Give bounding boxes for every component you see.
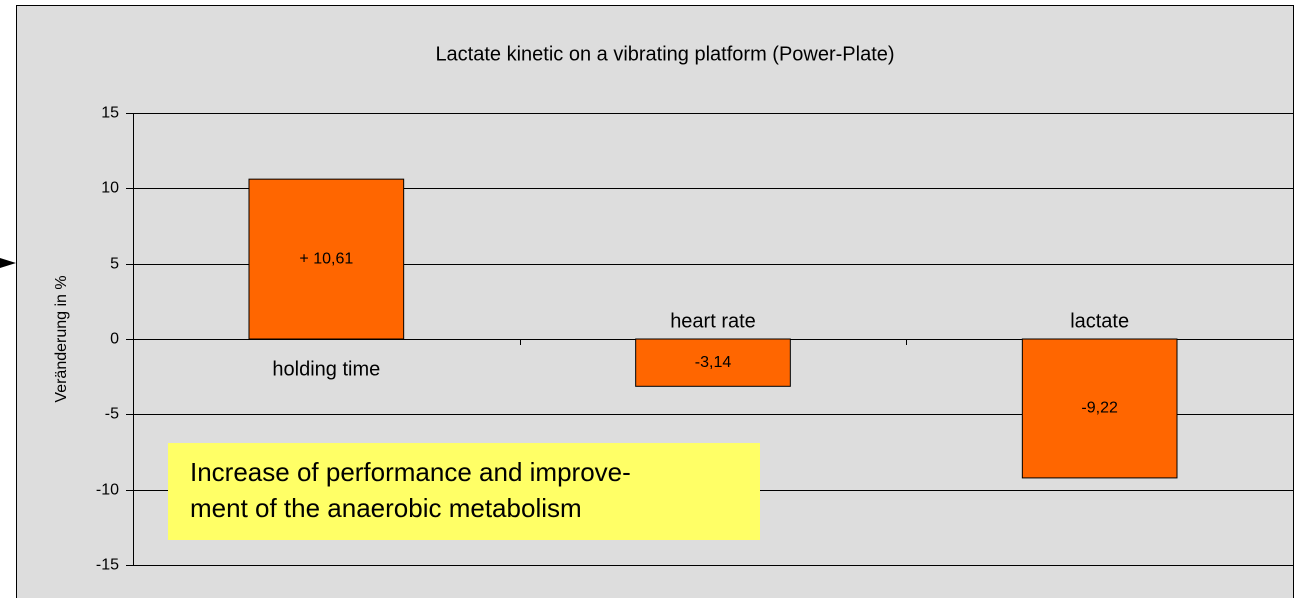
- y-tick-label: 10: [101, 180, 119, 197]
- category-label: lactate: [1070, 310, 1129, 332]
- annotation-text: Increase of performance and improve-: [190, 457, 631, 487]
- chart-title: Lactate kinetic on a vibrating platform …: [435, 43, 894, 65]
- pointer-arrow: [0, 258, 16, 268]
- y-tick-label: 0: [110, 331, 119, 348]
- bar: [635, 338, 791, 387]
- y-tick-label: 15: [101, 105, 119, 122]
- y-axis-label: Veränderung in %: [53, 275, 70, 402]
- data-label: -3,14: [695, 354, 732, 371]
- annotation-text: ment of the anaerobic metabolism: [190, 493, 582, 523]
- annotation-box: [168, 443, 760, 540]
- category-label: holding time: [272, 358, 380, 380]
- bar: [248, 178, 405, 340]
- category-label: heart rate: [670, 310, 756, 332]
- y-tick-label: -10: [96, 482, 119, 499]
- data-label: + 10,61: [299, 250, 353, 267]
- y-tick-label: -15: [96, 557, 119, 574]
- data-label: -9,22: [1081, 400, 1118, 417]
- y-tick-label: -5: [105, 406, 119, 423]
- y-tick-label: 5: [110, 256, 119, 273]
- bar: [1021, 338, 1178, 479]
